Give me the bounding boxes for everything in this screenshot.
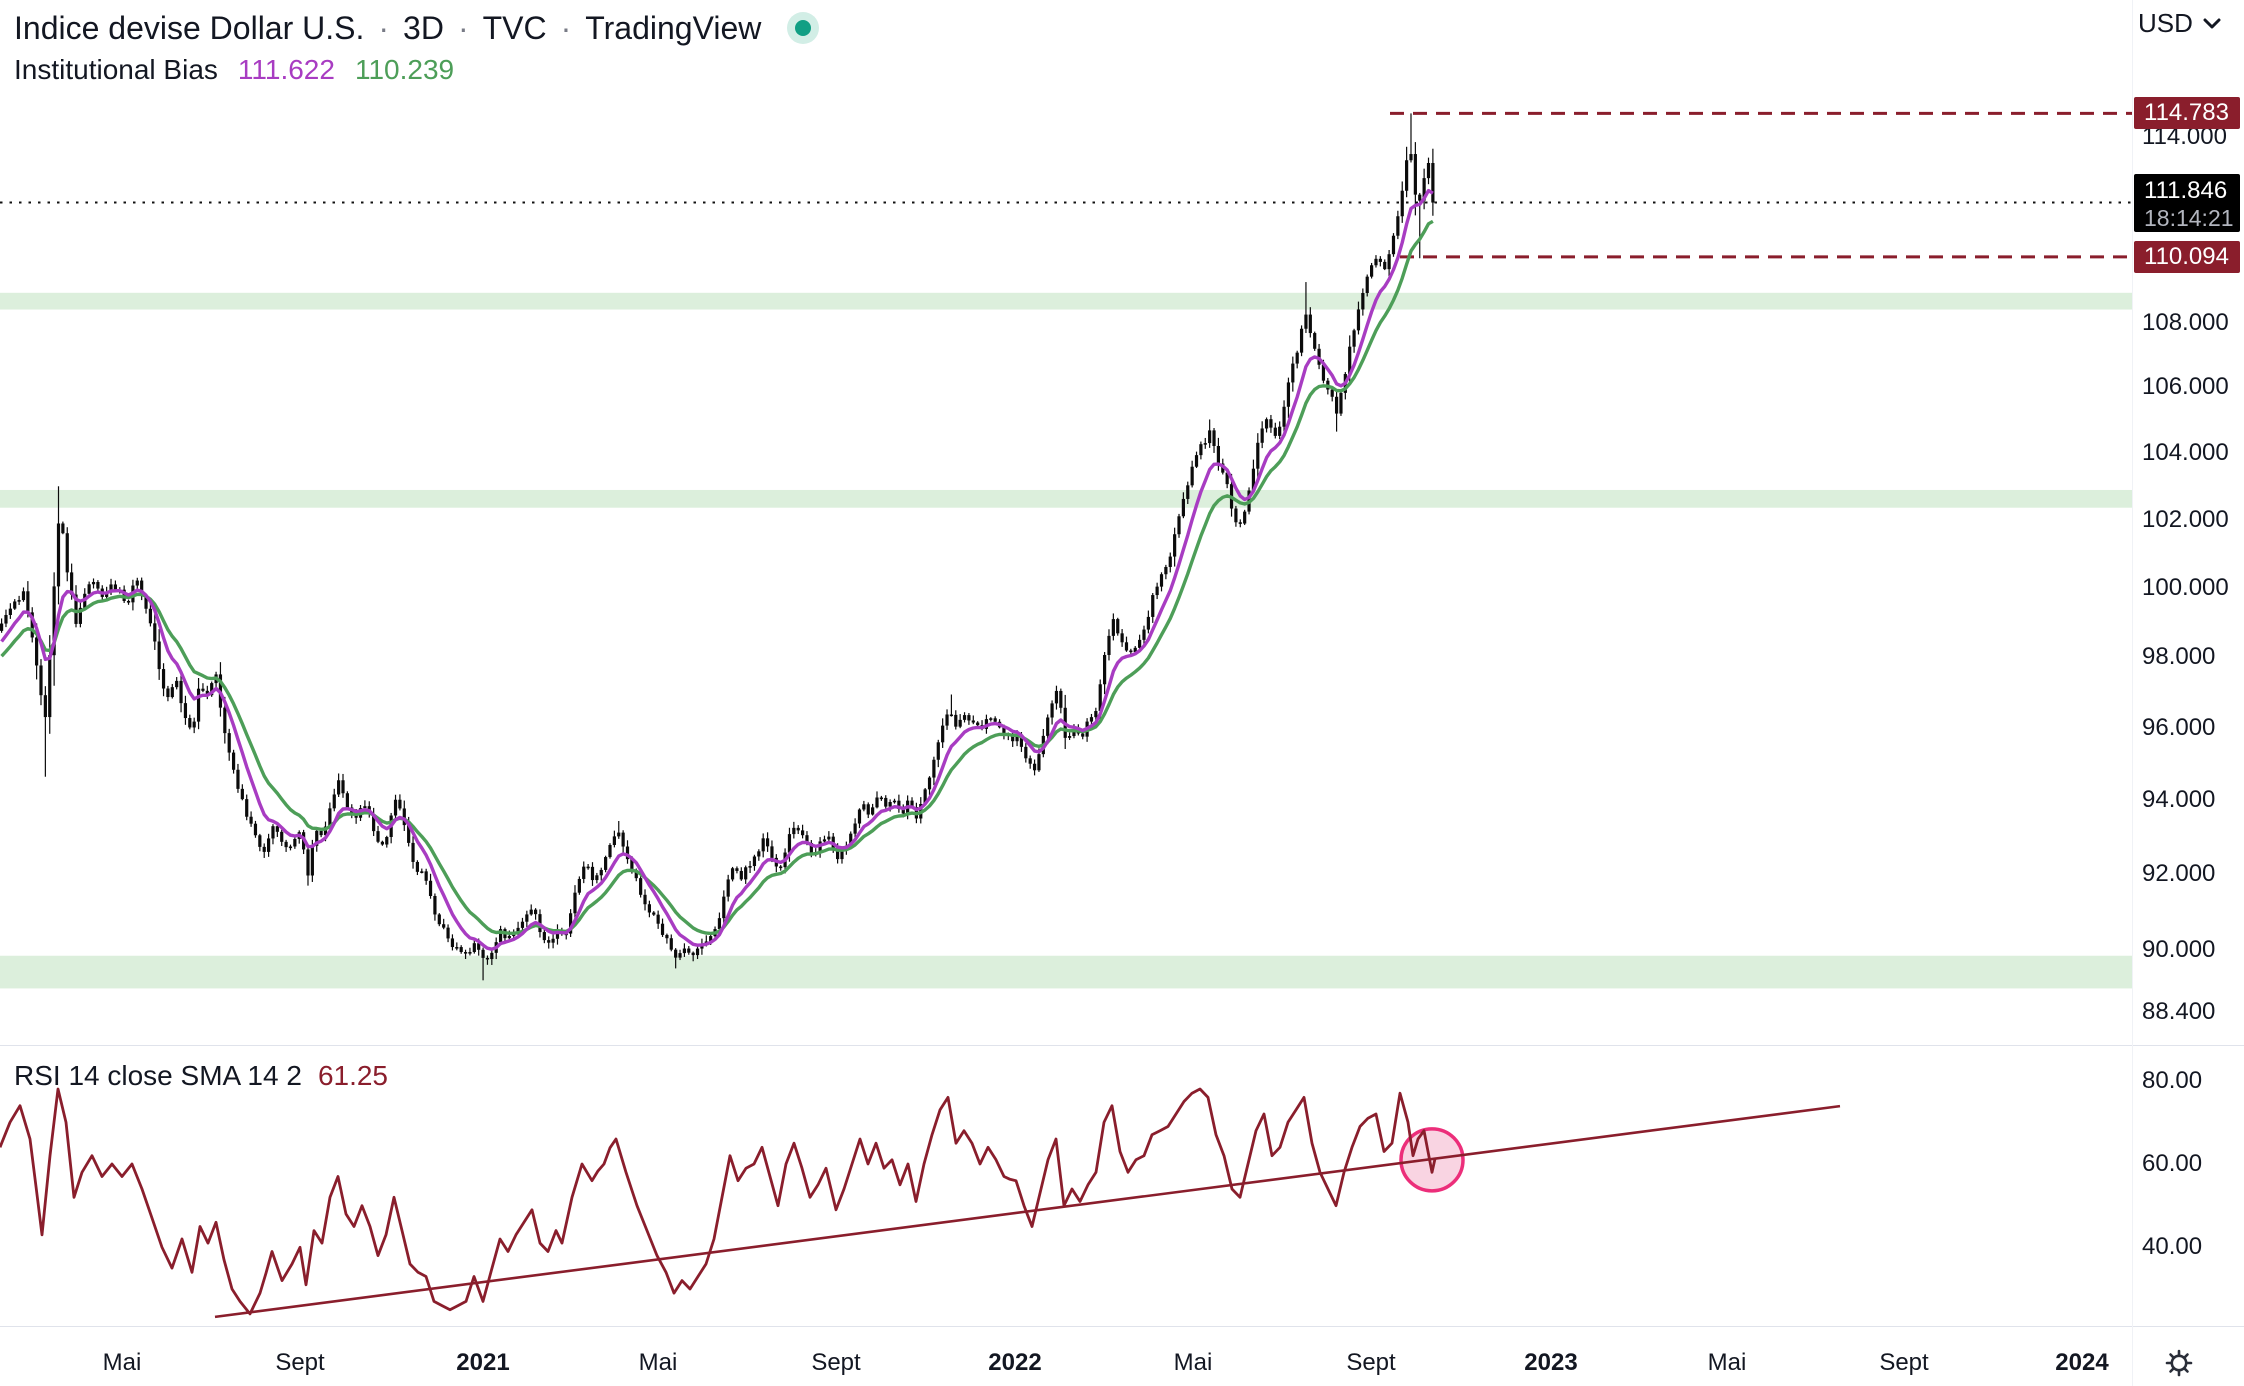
price-label-current-value: 111.846 <box>2144 176 2228 204</box>
rsi-axis-tick[interactable]: 40.00 <box>2142 1233 2203 1261</box>
price-axis-tick[interactable]: 100.000 <box>2142 573 2229 601</box>
separator-dot: · <box>560 9 572 46</box>
price-label-support-value: 110.094 <box>2144 242 2229 270</box>
indicator-slow-value: 110.239 <box>354 54 455 85</box>
indicator-legend: Institutional Bias 111.622 110.239 <box>14 52 454 88</box>
price-axis-separator <box>2132 0 2133 1386</box>
institutional-bias-fast-line[interactable] <box>0 188 1434 951</box>
exchange-label[interactable]: TVC <box>482 9 547 46</box>
rsi-line[interactable] <box>0 1087 1437 1316</box>
time-axis-label[interactable]: Sept <box>1346 1349 1396 1376</box>
price-label-support: 110.094 <box>2134 240 2240 273</box>
rsi-indicator-legend: RSI 14 close SMA 14 2 61.25 <box>14 1058 388 1094</box>
price-axis-tick[interactable]: 108.000 <box>2142 308 2229 336</box>
time-axis-label[interactable]: Mai <box>1173 1349 1213 1376</box>
time-axis-separator <box>0 1326 2244 1327</box>
rsi-current-value: 61.25 <box>317 1060 389 1091</box>
time-axis-label[interactable]: Mai <box>1707 1349 1747 1376</box>
support-zone-band <box>0 489 2132 508</box>
currency-label: USD <box>2138 8 2193 38</box>
platform-label[interactable]: TradingView <box>585 9 762 46</box>
price-axis-tick[interactable]: 90.000 <box>2142 936 2216 963</box>
rsi-axis-tick[interactable]: 60.00 <box>2142 1150 2203 1177</box>
price-axis-tick[interactable]: 102.000 <box>2142 505 2229 533</box>
institutional-bias-slow-line[interactable] <box>0 219 1434 936</box>
time-axis-label[interactable]: Mai <box>102 1349 142 1376</box>
indicator-fast-value: 111.622 <box>237 54 335 85</box>
settings-gear-icon[interactable] <box>2162 1346 2196 1380</box>
price-axis-tick[interactable]: 92.000 <box>2142 860 2216 888</box>
price-label-current: 111.846 18:14:21 <box>2134 173 2240 232</box>
time-axis-label[interactable]: Sept <box>1879 1349 1929 1376</box>
time-axis-label[interactable]: 2022 <box>988 1349 1042 1376</box>
time-axis-label[interactable]: 2023 <box>1524 1349 1578 1376</box>
rsi-indicator-name[interactable]: RSI 14 close SMA 14 2 <box>14 1060 302 1091</box>
support-zone-band <box>0 292 2132 310</box>
support-zone-band <box>0 955 2132 989</box>
price-axis-tick[interactable]: 104.000 <box>2142 438 2229 466</box>
separator-dot: · <box>457 9 469 46</box>
rsi-axis-tick[interactable]: 80.00 <box>2142 1066 2203 1094</box>
price-axis-tick[interactable]: 94.000 <box>2142 786 2216 814</box>
currency-dropdown[interactable]: USD <box>2138 8 2221 39</box>
time-axis-label[interactable]: Mai <box>638 1349 678 1376</box>
time-axis-label[interactable]: Sept <box>811 1349 861 1376</box>
status-dot-core-icon <box>795 20 812 36</box>
published-status-icon[interactable] <box>787 12 820 44</box>
time-axis-label[interactable]: 2021 <box>456 1349 510 1376</box>
separator-dot: · <box>378 9 390 46</box>
indicator-name[interactable]: Institutional Bias <box>14 54 218 85</box>
candlestick-series <box>0 113 1435 981</box>
price-label-countdown: 18:14:21 <box>2144 204 2234 231</box>
price-axis-tick[interactable]: 88.400 <box>2142 997 2216 1025</box>
price-label-high-value: 114.783 <box>2144 99 2229 127</box>
price-axis-tick[interactable]: 98.000 <box>2142 643 2216 671</box>
symbol-title[interactable]: Indice devise Dollar U.S. <box>14 9 365 46</box>
price-label-high: 114.783 <box>2134 97 2240 130</box>
pane-separator[interactable] <box>0 1045 2244 1046</box>
chevron-down-icon <box>2203 18 2221 28</box>
chart-legend-header: Indice devise Dollar U.S. · 3D · TVC · T… <box>14 6 820 50</box>
price-axis-tick[interactable]: 106.000 <box>2142 373 2229 401</box>
time-axis-label[interactable]: Sept <box>275 1349 325 1376</box>
interval-label[interactable]: 3D <box>403 9 444 46</box>
time-axis-label[interactable]: 2024 <box>2055 1349 2109 1376</box>
price-axis-tick[interactable]: 96.000 <box>2142 714 2216 742</box>
